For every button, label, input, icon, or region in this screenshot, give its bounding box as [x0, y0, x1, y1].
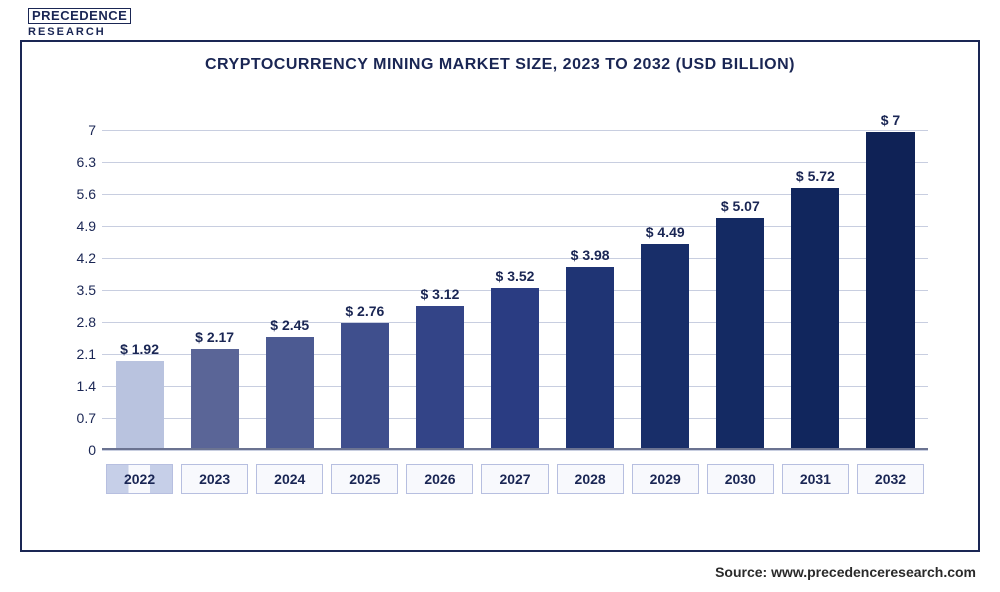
ytick-label: 0: [64, 442, 96, 458]
xaxis-category: 2023: [181, 464, 248, 494]
bar-value-label: $ 3.98: [571, 247, 610, 263]
xaxis-category: 2027: [481, 464, 548, 494]
bar-wrap: $ 2.76: [327, 112, 402, 448]
bar: [116, 361, 164, 448]
bar-wrap: $ 4.49: [628, 112, 703, 448]
bar: [266, 337, 314, 448]
bar: [191, 349, 239, 448]
brand-logo: PRECEDENCE RESEARCH: [28, 8, 131, 38]
ytick-label: 4.9: [64, 218, 96, 234]
bar: [491, 288, 539, 448]
ytick-label: 6.3: [64, 154, 96, 170]
bar-value-label: $ 4.49: [646, 224, 685, 240]
xaxis-category: 2028: [557, 464, 624, 494]
bar: [416, 306, 464, 448]
bar-wrap: $ 1.92: [102, 112, 177, 448]
logo-line2: RESEARCH: [28, 26, 106, 38]
xaxis-category: 2022: [106, 464, 173, 494]
ytick-label: 2.1: [64, 346, 96, 362]
bar-wrap: $ 3.12: [402, 112, 477, 448]
bar: [791, 188, 839, 448]
bar-value-label: $ 3.52: [496, 268, 535, 284]
ytick-label: 2.8: [64, 314, 96, 330]
xaxis-category: 2031: [782, 464, 849, 494]
ytick-label: 0.7: [64, 410, 96, 426]
bar: [641, 244, 689, 448]
bar: [566, 267, 614, 448]
plot-area: 00.71.42.12.83.54.24.95.66.37 $ 1.92$ 2.…: [102, 112, 928, 450]
bar-value-label: $ 2.17: [195, 329, 234, 345]
logo-line1: PRECEDENCE: [28, 8, 131, 24]
xaxis-category: 2029: [632, 464, 699, 494]
bar-value-label: $ 1.92: [120, 341, 159, 357]
bar-value-label: $ 2.76: [345, 303, 384, 319]
xaxis-category: 2025: [331, 464, 398, 494]
x-axis: 2022 2023 2024 2025 2026 2027 2028 2029 2030 2031…: [102, 464, 928, 494]
bar-value-label: $ 5.72: [796, 168, 835, 184]
bar-value-label: $ 2.45: [270, 317, 309, 333]
xaxis-category: 2026: [406, 464, 473, 494]
bar-wrap: $ 2.45: [252, 112, 327, 448]
ytick-label: 7: [64, 122, 96, 138]
chart-title: CRYPTOCURRENCY MINING MARKET SIZE, 2023 …: [22, 56, 978, 74]
bar-wrap: $ 7: [853, 112, 928, 448]
bar-wrap: $ 5.07: [703, 112, 778, 448]
bar-value-label: $ 5.07: [721, 198, 760, 214]
bar: [866, 132, 914, 448]
bar-wrap: $ 3.52: [477, 112, 552, 448]
xaxis-category: 2024: [256, 464, 323, 494]
gridline: [102, 450, 928, 451]
source-attribution: Source: www.precedenceresearch.com: [715, 564, 976, 580]
ytick-label: 4.2: [64, 250, 96, 266]
bar-value-label: $ 7: [881, 112, 900, 128]
chart-frame: CRYPTOCURRENCY MINING MARKET SIZE, 2023 …: [20, 40, 980, 552]
bar: [716, 218, 764, 448]
ytick-label: 5.6: [64, 186, 96, 202]
bar: [341, 323, 389, 448]
bar-wrap: $ 2.17: [177, 112, 252, 448]
bar-wrap: $ 3.98: [553, 112, 628, 448]
xaxis-category: 2032: [857, 464, 924, 494]
bar-value-label: $ 3.12: [420, 286, 459, 302]
xaxis-category: 2030: [707, 464, 774, 494]
bar-wrap: $ 5.72: [778, 112, 853, 448]
ytick-label: 1.4: [64, 378, 96, 394]
ytick-label: 3.5: [64, 282, 96, 298]
bars-container: $ 1.92 $ 2.17 $ 2.45 $ 2.76 $ 3.12 $ 3.52 $ 3.…: [102, 112, 928, 450]
